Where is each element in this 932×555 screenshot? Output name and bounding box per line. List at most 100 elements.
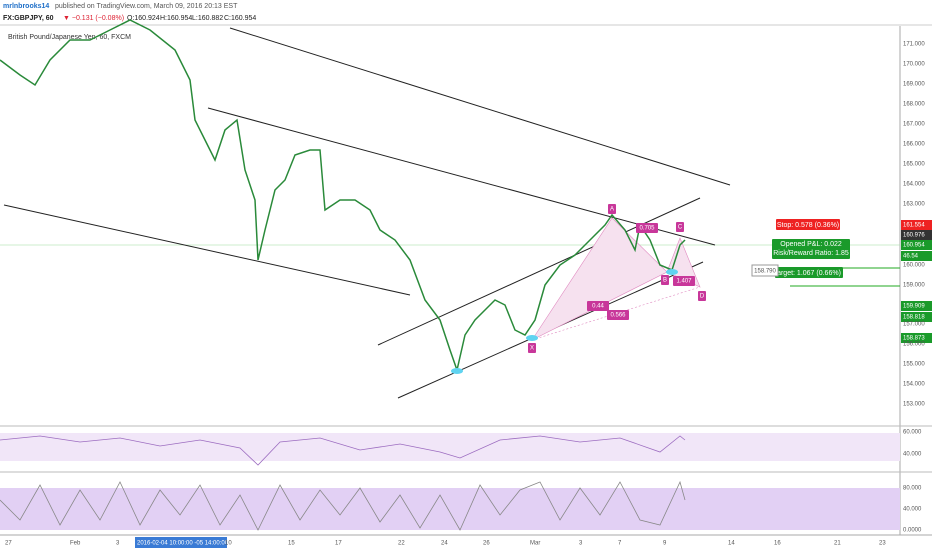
price-tag bbox=[901, 240, 932, 250]
pnl-label: Opened P&L: 0.022 bbox=[780, 241, 842, 248]
price-label: 160.976 bbox=[903, 233, 925, 239]
low: L:160.882 bbox=[192, 15, 223, 22]
date-label: 22 bbox=[398, 541, 405, 547]
date-label: Feb bbox=[70, 541, 81, 547]
date-label: 26 bbox=[483, 541, 490, 547]
date-label: 17 bbox=[335, 541, 342, 547]
price-label: 155.000 bbox=[903, 362, 925, 368]
date-label: 14 bbox=[728, 541, 735, 547]
price-label: 153.000 bbox=[903, 402, 925, 408]
highlight bbox=[451, 368, 463, 374]
ratio-label: 1.407 bbox=[676, 279, 692, 285]
date-label: 23 bbox=[879, 541, 886, 547]
highlight bbox=[666, 269, 678, 275]
ratio-label: 0.705 bbox=[639, 226, 655, 232]
stoch-band bbox=[0, 488, 900, 530]
open: O:160.924 bbox=[127, 15, 160, 22]
price-label: 163.000 bbox=[903, 202, 925, 208]
symbol: FX:GBPJPY, 60 bbox=[3, 15, 54, 22]
stoch-line bbox=[0, 480, 686, 531]
stoch-label: 80.000 bbox=[903, 486, 922, 492]
price-label: 157.000 bbox=[903, 322, 925, 328]
date-label: 3 bbox=[116, 541, 120, 547]
pattern-point: A bbox=[610, 207, 614, 213]
price-label: 169.000 bbox=[903, 82, 925, 88]
pattern-point-box bbox=[698, 291, 706, 301]
price-label: 158.873 bbox=[903, 336, 925, 342]
price-tag bbox=[901, 251, 932, 261]
close: C:160.954 bbox=[224, 15, 256, 22]
ratio-label: 0.44 bbox=[592, 304, 604, 310]
change: ▼ −0.131 (−0.08%) bbox=[63, 15, 124, 22]
price-label: 158.818 bbox=[903, 315, 925, 321]
ratio-box bbox=[607, 310, 629, 320]
price-label: 167.000 bbox=[903, 122, 925, 128]
highlight bbox=[526, 335, 538, 341]
date-label: 3 bbox=[579, 541, 583, 547]
date-label: 27 bbox=[5, 541, 12, 547]
price-label: 159.000 bbox=[903, 283, 925, 289]
target-box bbox=[775, 267, 843, 278]
date-label: Mar bbox=[530, 541, 540, 547]
pattern-point-box bbox=[528, 343, 536, 353]
stop-box bbox=[776, 219, 840, 230]
ratio-box bbox=[673, 276, 695, 286]
price-label: 156.000 bbox=[903, 342, 925, 348]
price-label: 160.000 bbox=[903, 263, 925, 269]
price-tag bbox=[901, 230, 932, 240]
price-label: 166.000 bbox=[903, 142, 925, 148]
price-path bbox=[0, 19, 686, 373]
rsi-label: 40.000 bbox=[903, 452, 922, 458]
published: published on TradingView.com, March 09, … bbox=[55, 3, 238, 10]
price-label: 160.954 bbox=[903, 243, 925, 249]
pattern-point: C bbox=[678, 225, 683, 231]
chart-title: British Pound/Japanese Yen, 60, FXCM bbox=[8, 34, 131, 41]
trend-lines bbox=[3, 27, 731, 399]
price-label: 161.554 bbox=[903, 223, 925, 229]
stoch-label: 0.0000 bbox=[903, 528, 922, 534]
pattern-point: X bbox=[530, 346, 534, 352]
pattern-point: B bbox=[663, 278, 667, 284]
marker-label: 158.790 bbox=[754, 269, 776, 275]
price-label: 170.000 bbox=[903, 62, 925, 68]
publisher[interactable]: mrlnbrooks14 bbox=[3, 3, 49, 10]
crosshair-date-box bbox=[135, 537, 227, 548]
rsi-band bbox=[0, 433, 900, 461]
price-label: 171.000 bbox=[903, 42, 925, 48]
pattern-point-box bbox=[608, 204, 616, 214]
target-label: arget: 1.067 (0.66%) bbox=[777, 270, 841, 277]
price-label: 154.000 bbox=[903, 382, 925, 388]
pattern-point: D bbox=[700, 294, 705, 300]
pnl-box bbox=[772, 239, 850, 259]
price-tag bbox=[901, 220, 932, 230]
date-label: 21 bbox=[834, 541, 841, 547]
pattern-point-box bbox=[661, 275, 669, 285]
price-label: 164.000 bbox=[903, 182, 925, 188]
ratio-box bbox=[636, 223, 658, 233]
high: H:160.954 bbox=[160, 15, 192, 22]
date-label: 9 bbox=[663, 541, 667, 547]
price-label: 168.000 bbox=[903, 102, 925, 108]
stop-label: Stop: 0.578 (0.36%) bbox=[777, 222, 839, 229]
ratio-label: 0.566 bbox=[610, 313, 626, 319]
price-tag bbox=[901, 333, 932, 343]
price-tag bbox=[901, 301, 932, 311]
pattern-point-box bbox=[676, 222, 684, 232]
price-label: 165.000 bbox=[903, 162, 925, 168]
date-label: 15 bbox=[288, 541, 295, 547]
date-label: 16 bbox=[774, 541, 781, 547]
ratio-box bbox=[587, 301, 609, 311]
stoch-label: 40.000 bbox=[903, 507, 922, 513]
ratio-label: Risk/Reward Ratio: 1.85 bbox=[773, 250, 849, 257]
price-tag bbox=[901, 312, 932, 322]
marker-box bbox=[751, 264, 779, 277]
rsi-line bbox=[0, 435, 686, 466]
price-label: 46.54 bbox=[903, 254, 919, 260]
date-label: 24 bbox=[441, 541, 448, 547]
date-label: 7 bbox=[618, 541, 622, 547]
date-label: 2016-02-04 10:00:00 -05 14:00:00 bbox=[137, 541, 229, 547]
date-label: 10 bbox=[225, 541, 232, 547]
rsi-label: 60.000 bbox=[903, 430, 922, 436]
price-label: 159.909 bbox=[903, 304, 925, 310]
